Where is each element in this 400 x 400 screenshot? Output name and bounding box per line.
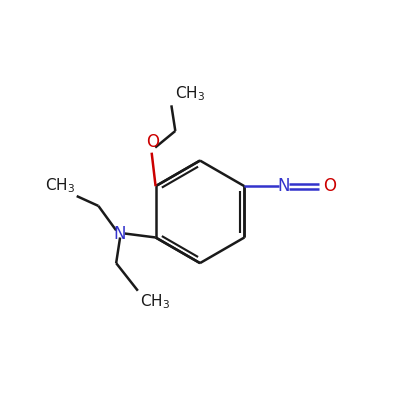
Text: O: O [323, 177, 336, 195]
Text: N: N [114, 224, 126, 242]
Text: CH$_3$: CH$_3$ [174, 85, 205, 103]
Text: N: N [278, 177, 290, 195]
Text: CH$_3$: CH$_3$ [140, 293, 170, 311]
Text: CH$_3$: CH$_3$ [44, 176, 75, 195]
Text: O: O [146, 133, 159, 151]
